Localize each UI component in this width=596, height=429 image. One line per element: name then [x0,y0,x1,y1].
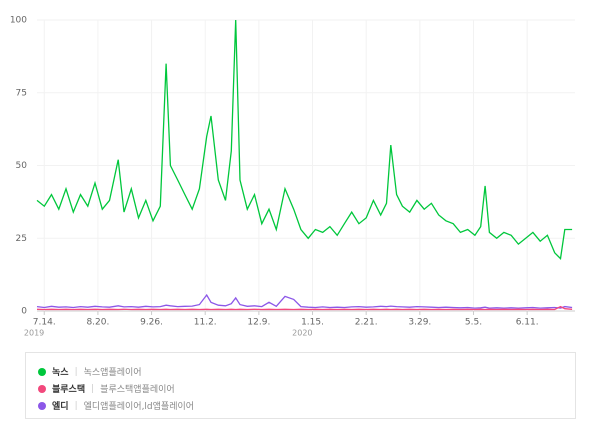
legend-entry: 블루스택 | 블루스택앱플레이어 [38,380,563,397]
series-line [36,305,573,311]
year-label: 2019 [24,329,44,338]
x-tick-label: 3.29. [408,318,431,328]
separator: | [74,366,78,377]
series-line [36,19,573,260]
legend-keywords: 엘디앱플레이어,ld앱플레이어 [83,402,195,412]
legend-keywords: 녹스앱플레이어 [83,368,142,378]
chart: 0 25 50 75 100 7.14. 8.20. 9.26. 11.2. 12.9. 1.15.… [10,16,575,338]
legend-swatch [38,401,46,410]
x-tick-label: 9.26. [140,318,163,328]
x-tick-label: 1.15. [301,318,324,328]
x-tick-label: 5.5. [465,318,482,328]
separator: | [74,400,78,411]
year-label: 2020 [292,329,312,338]
legend-name: 엘디 [52,402,69,412]
y-tick-label: 25 [16,234,27,244]
y-tick-label: 75 [16,88,27,98]
legend-name: 녹스 [52,368,69,378]
series-line [36,293,573,309]
x-tick-label: 8.20. [86,318,109,328]
separator: | [91,383,95,394]
x-tick-label: 7.14. [33,318,56,328]
legend-swatch [38,367,46,376]
x-tick-label: 12.9. [247,318,270,328]
x-tick-label: 6.11. [516,318,539,328]
legend-keywords: 블루스택앱플레이어 [100,385,175,395]
x-tick-label: 2.21. [355,318,378,328]
legend-entry: 엘디 | 엘디앱플레이어,ld앱플레이어 [38,397,563,414]
legend-entry: 녹스 | 녹스앱플레이어 [38,363,563,380]
x-tick-label: 11.2. [194,318,217,328]
y-tick-label: 50 [16,161,28,171]
y-tick-label: 0 [21,307,27,317]
legend-swatch [38,384,46,393]
legend-name: 블루스택 [52,385,86,395]
y-tick-label: 100 [10,16,27,26]
